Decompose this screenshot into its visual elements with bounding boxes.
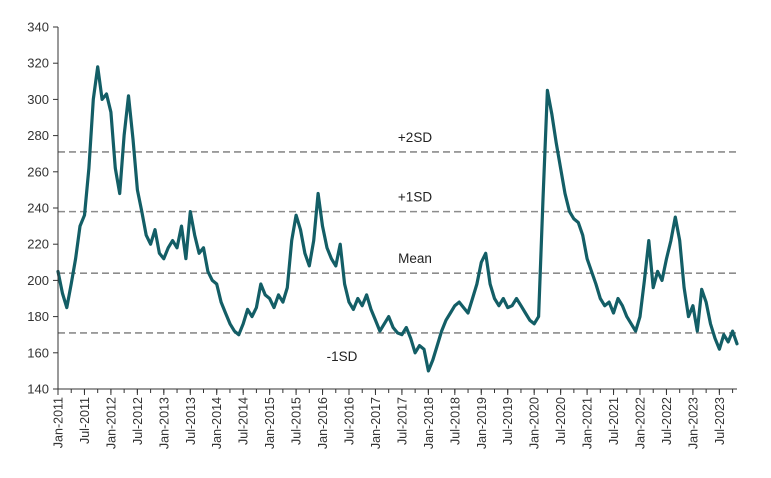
- y-tick-label: 320: [27, 56, 49, 71]
- reference-line-label: Mean: [398, 251, 432, 266]
- series-layer: [56, 65, 739, 373]
- y-tick-label: 300: [27, 92, 49, 107]
- x-tick-label: Jul-2021: [607, 397, 621, 445]
- reference-line-label: +2SD: [398, 130, 432, 145]
- x-tick-label: Jan-2011: [52, 397, 66, 448]
- x-tick-label: Jul-2014: [237, 397, 251, 445]
- x-tick-label: Jan-2018: [422, 397, 436, 449]
- x-tick-label: Jan-2019: [475, 397, 489, 449]
- x-tick-label: Jan-2017: [369, 397, 383, 449]
- y-tick-label: 220: [27, 237, 49, 252]
- x-tick-label: Jan-2022: [634, 397, 648, 449]
- x-tick-label: Jul-2022: [660, 397, 674, 445]
- x-tick-label: Jul-2012: [131, 397, 145, 445]
- y-tick-label: 280: [27, 128, 49, 143]
- x-tick-label: Jan-2023: [686, 397, 700, 449]
- x-tick-label: Jul-2023: [713, 397, 727, 445]
- reference-line-label: +1SD: [398, 190, 432, 205]
- y-tick-label: 260: [27, 164, 49, 179]
- x-tick-label: Jan-2016: [316, 397, 330, 449]
- x-tick-label: Jul-2018: [448, 397, 462, 445]
- x-tick-label: Jan-2015: [263, 397, 277, 449]
- x-tick-label: Jan-2012: [104, 397, 118, 449]
- y-tick-label: 340: [27, 20, 49, 35]
- y-tick-label: 180: [27, 309, 49, 324]
- x-tick-label: Jul-2015: [290, 397, 304, 445]
- x-tick-label: Jan-2020: [528, 397, 542, 449]
- x-tick-label: Jul-2013: [184, 397, 198, 445]
- x-tick-label: Jan-2013: [157, 397, 171, 449]
- x-tick-label: Jul-2020: [554, 397, 568, 445]
- y-tick-label: 200: [27, 273, 49, 288]
- x-tick-label: Jan-2014: [210, 397, 224, 449]
- y-tick-label: 140: [27, 382, 49, 397]
- x-axis: Jan-2011 Jul-2011 Jan-2012 Jul-2012 Jan-2013…: [52, 388, 737, 449]
- y-tick-label: 240: [27, 201, 49, 216]
- x-tick-label: Jan-2021: [581, 397, 595, 449]
- series-line: [56, 65, 739, 373]
- reference-lines: +2SD +1SD Mean -1SD: [58, 130, 737, 364]
- x-tick-label: Jul-2011: [78, 397, 92, 444]
- y-tick-label: 160: [27, 345, 49, 360]
- x-tick-label: Jul-2016: [343, 397, 357, 445]
- reference-line-label: -1SD: [327, 349, 358, 364]
- x-tick-label: Jul-2017: [395, 397, 409, 445]
- x-tick-label: Jul-2019: [501, 397, 515, 445]
- y-axis: 140 160 180 200 220 240 260 280 300 320 340: [27, 20, 59, 397]
